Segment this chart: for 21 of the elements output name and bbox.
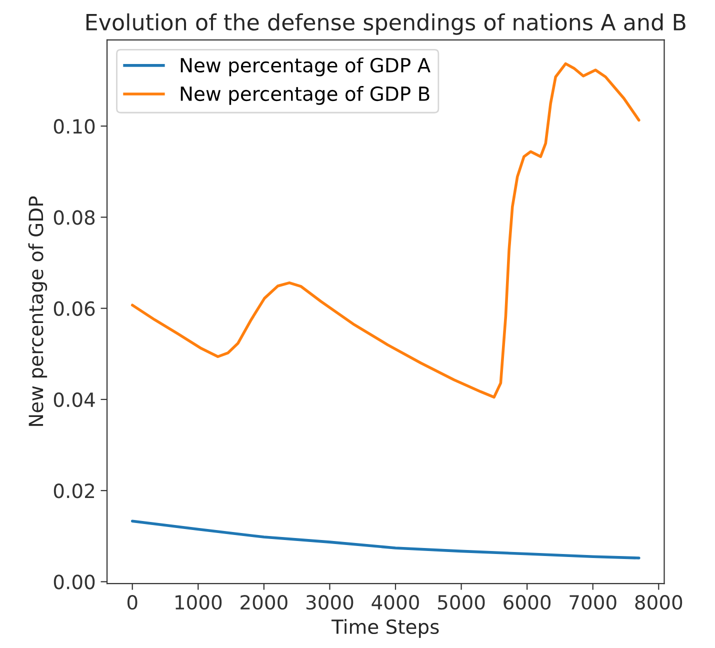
line-series: [130, 520, 640, 560]
x-tick-label: 3000: [306, 594, 354, 610]
legend-label: New percentage of GDP B: [180, 86, 430, 105]
x-tick-label: 4000: [372, 594, 419, 610]
x-tick-label: 1000: [176, 594, 222, 610]
x-tick-label: 0: [127, 594, 138, 610]
y-tick-label: 0.06: [54, 301, 95, 316]
y-tick-label: 0.10: [54, 119, 95, 134]
x-axis-title: Time Steps: [332, 619, 439, 638]
y-tick-label: 0.04: [54, 392, 95, 408]
y-axis-title: New percentage of GDP: [28, 196, 48, 426]
y-tick-label: 0.02: [54, 484, 94, 498]
legend-label: New percentage of GDP A: [180, 57, 430, 76]
x-tick-label: 2000: [240, 594, 288, 610]
x-tick-label: 8000: [635, 594, 682, 610]
x-tick-label: 5000: [438, 594, 485, 610]
y-tick-label: 0.00: [54, 574, 95, 590]
y-tick-label: 0.08: [54, 210, 95, 225]
x-tick-label: 6000: [504, 594, 551, 610]
chart-title: Evolution of the defense spendings of nations A and B: [86, 13, 686, 35]
x-tick-label: 7000: [570, 594, 616, 610]
